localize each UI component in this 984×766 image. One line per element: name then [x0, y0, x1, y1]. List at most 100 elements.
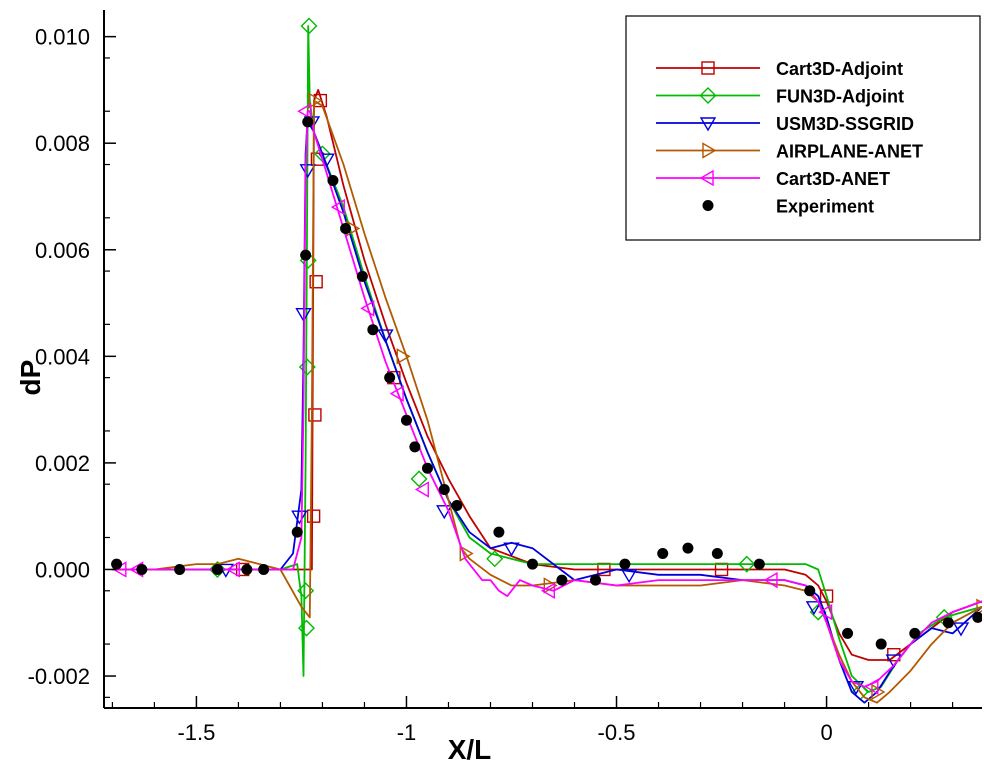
legend: Cart3D-Adjoint FUN3D-Adjoint USM3D-SSGRID A…	[625, 15, 981, 241]
y-tick-label: -0.002	[28, 664, 90, 689]
experiment-point	[682, 542, 694, 554]
cart3d-anet-marker	[414, 481, 429, 498]
legend-box	[625, 15, 981, 241]
usm3d-ssgrid-marker	[620, 569, 638, 584]
experiment-point	[438, 484, 450, 496]
cart3d-anet-marker	[225, 561, 240, 578]
experiment-point	[356, 270, 368, 282]
airplane-anet-marker	[459, 545, 474, 562]
experiment-points	[111, 116, 982, 650]
legend-label-experiment: Experiment	[776, 197, 874, 217]
cart3d-anet-marker	[297, 103, 312, 120]
experiment-point	[556, 574, 568, 586]
legend-marker-fun3d-adjoint	[699, 87, 717, 104]
experiment-point	[657, 547, 669, 559]
experiment-point	[619, 558, 631, 570]
cart3d-anet-marker	[360, 300, 375, 317]
usm3d-ssgrid-marker	[805, 601, 823, 616]
fun3d-adjoint-marker	[410, 470, 428, 488]
y-tick-label: 0.000	[35, 557, 90, 582]
legend-label-fun3d-adjoint: FUN3D-Adjoint	[776, 87, 904, 107]
experiment-point	[302, 116, 314, 128]
legend-label-airplane-anet: AIRPLANE-ANET	[776, 142, 923, 162]
y-tick-label: 0.002	[35, 451, 90, 476]
x-tick-label: -0.5	[598, 720, 636, 745]
experiment-point	[300, 249, 312, 261]
usm3d-ssgrid-marker	[299, 164, 316, 179]
cart3d-adjoint-marker	[819, 589, 834, 603]
cart3d-anet-marker	[818, 603, 833, 621]
fun3d-adjoint-marker	[486, 550, 504, 568]
fun3d-adjoint-marker	[300, 17, 318, 35]
experiment-point	[136, 563, 148, 575]
legend-marker-cart3d-anet	[699, 169, 714, 187]
experiment-point	[753, 558, 765, 570]
airplane-anet-line	[112, 99, 982, 704]
legend-marker-usm3d-ssgrid	[699, 117, 717, 132]
experiment-point	[972, 611, 982, 623]
x-tick-label: 0	[820, 720, 832, 745]
fun3d-adjoint-marker	[297, 619, 315, 637]
cart3d-adjoint-marker	[308, 408, 322, 422]
cart3d-anet-marker	[540, 582, 556, 599]
usm3d-ssgrid-marker	[847, 680, 865, 696]
experiment-point	[211, 563, 223, 575]
x-axis-title: X/L	[448, 734, 492, 765]
legend-marker-cart3d-adjoint	[701, 61, 715, 75]
usm3d-ssgrid-marker	[291, 510, 308, 525]
experiment-point	[241, 563, 253, 575]
experiment-point	[367, 324, 379, 336]
series-fun3d-adjoint	[112, 17, 982, 701]
cart3d-adjoint-marker	[306, 509, 321, 523]
experiment-point	[909, 627, 921, 639]
fun3d-adjoint-line	[112, 25, 982, 693]
experiment-point	[842, 627, 854, 639]
cart3d-anet-marker	[330, 198, 345, 216]
usm3d-ssgrid-marker	[503, 542, 520, 557]
legend-marker-airplane-anet	[702, 142, 717, 159]
experiment-point	[291, 526, 303, 538]
experiment-point	[451, 500, 463, 512]
experiment-point	[421, 462, 433, 474]
experiment-point	[804, 585, 816, 597]
experiment-point	[384, 372, 396, 384]
experiment-point	[942, 617, 954, 629]
x-tick-label: -1	[397, 720, 417, 745]
y-tick-label: 0.008	[35, 131, 90, 156]
experiment-point	[258, 563, 270, 575]
fun3d-adjoint-marker	[208, 560, 226, 578]
cart3d-anet-marker	[864, 678, 879, 695]
experiment-point	[340, 222, 352, 234]
airplane-anet-marker	[976, 598, 982, 615]
experiment-point	[174, 563, 186, 575]
experiment-point	[400, 414, 412, 426]
legend-label-cart3d-anet: Cart3D-ANET	[776, 169, 890, 189]
x-tick-label: -1.5	[177, 720, 215, 745]
usm3d-ssgrid-marker	[436, 505, 453, 520]
experiment-point	[111, 558, 123, 570]
experiment-point	[526, 558, 538, 570]
experiment-point	[590, 574, 602, 586]
airplane-anet-marker	[543, 577, 558, 594]
cart3d-anet-marker	[763, 571, 778, 589]
legend-label-cart3d-adjoint: Cart3D-Adjoint	[776, 59, 903, 79]
experiment-point	[493, 526, 505, 538]
usm3d-ssgrid-marker	[377, 329, 394, 344]
y-tick-label: 0.004	[35, 344, 90, 369]
experiment-point	[711, 547, 723, 559]
axes: -0.002 0.000 0.002 0.004 0.006 0.008 0.010 -1.5…	[28, 10, 982, 745]
y-tick-label: 0.010	[35, 25, 90, 50]
y-tick-label: 0.006	[35, 238, 90, 263]
cart3d-anet-line	[112, 110, 982, 688]
cart3d-adjoint-marker	[309, 275, 323, 289]
experiment-point	[409, 441, 421, 453]
legend-marker-experiment	[702, 200, 714, 211]
usm3d-ssgrid-marker	[952, 622, 970, 637]
experiment-point	[327, 175, 339, 187]
y-axis-title: dP	[15, 360, 46, 396]
airplane-anet-marker	[396, 348, 411, 365]
legend-label-usm3d-ssgrid: USM3D-SSGRID	[776, 114, 914, 134]
plot-area	[112, 17, 982, 704]
experiment-point	[875, 638, 887, 650]
